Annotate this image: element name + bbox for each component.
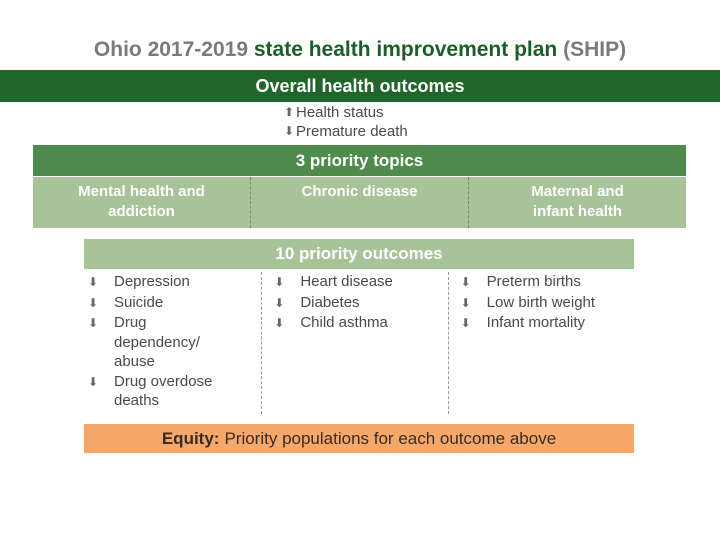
list-item: ⬇ Drug dependency/ abuse	[86, 313, 261, 372]
outcome-label: Preterm births	[486, 273, 581, 290]
outcome-label: Child asthma	[300, 314, 388, 331]
overall-item-premature-death: ⬇ Premature death	[282, 122, 408, 141]
down-arrow-icon: ⬇	[87, 316, 99, 330]
down-arrow-icon: ⬇	[87, 275, 99, 289]
outcome-label: Depression	[114, 273, 190, 290]
priority-topics-row: Mental health and addiction Chronic dise…	[33, 177, 686, 228]
topic-maternal-infant: Maternal and infant health	[469, 177, 686, 228]
list-item: ⬇ Suicide	[86, 293, 261, 314]
list-item: ⬇ Low birth weight	[459, 293, 634, 314]
outcome-label: Drug overdose deaths	[114, 372, 213, 410]
list-item: ⬇ Infant mortality	[459, 313, 634, 334]
topic-chronic-disease: Chronic disease	[250, 177, 469, 228]
topic-label: Mental health and addiction	[78, 183, 205, 220]
outcomes-column-maternal-infant: ⬇ Preterm births ⬇ Low birth weight ⬇ In…	[449, 272, 634, 414]
outcome-label: Infant mortality	[486, 314, 586, 331]
up-arrow-icon: ⬆	[283, 105, 295, 119]
overall-item-label: Premature death	[296, 123, 408, 140]
priority-topics-heading: 3 priority topics	[295, 150, 424, 170]
list-item: ⬇ Drug overdose deaths	[86, 372, 261, 411]
priority-topics-header: 3 priority topics	[33, 145, 686, 176]
outcome-label: Suicide	[114, 293, 164, 311]
list-item: ⬇ Depression	[86, 272, 261, 293]
topic-label: Chronic disease	[301, 183, 418, 200]
outcome-label: Low birth weight	[486, 293, 596, 311]
equity-text: Priority populations for each outcome ab…	[224, 428, 557, 448]
outcomes-column-mental-health: ⬇ Depression ⬇ Suicide ⬇ Drug dependency…	[84, 272, 261, 414]
list-item: ⬇ Heart disease	[272, 272, 447, 293]
down-arrow-icon: ⬇	[87, 374, 99, 389]
outcomes-column-chronic-disease: ⬇ Heart disease ⬇ Diabetes ⬇ Child asthm…	[261, 272, 449, 414]
topic-mental-health: Mental health and addiction	[33, 177, 250, 228]
down-arrow-icon: ⬇	[460, 316, 471, 330]
priority-outcomes-grid: ⬇ Depression ⬇ Suicide ⬇ Drug dependency…	[84, 272, 634, 414]
down-arrow-icon: ⬇	[460, 275, 471, 289]
overall-item-health-status: ⬆ Health status	[282, 103, 408, 122]
overall-outcomes-heading: Overall health outcomes	[255, 75, 465, 96]
down-arrow-icon: ⬇	[87, 295, 99, 310]
down-arrow-icon: ⬇	[274, 316, 285, 330]
down-arrow-icon: ⬇	[274, 275, 285, 289]
outcome-label: Drug dependency/ abuse	[114, 314, 200, 370]
list-item: ⬇ Diabetes	[272, 293, 447, 314]
title-years: Ohio 2017-2019	[93, 38, 248, 61]
outcome-label: Diabetes	[300, 293, 360, 311]
overall-outcomes-list: ⬆ Health status ⬇ Premature death	[282, 103, 408, 141]
page-title: Ohio 2017-2019 state health improvement …	[0, 38, 720, 62]
down-arrow-icon: ⬇	[274, 295, 285, 310]
topic-label: Maternal and infant health	[531, 183, 624, 220]
down-arrow-icon: ⬇	[460, 295, 471, 310]
overall-outcomes-header: Overall health outcomes	[0, 70, 720, 102]
title-plan-name: state health improvement plan	[253, 38, 558, 61]
priority-outcomes-heading: 10 priority outcomes	[275, 244, 443, 263]
overall-item-label: Health status	[296, 104, 384, 121]
down-arrow-icon: ⬇	[283, 124, 295, 138]
list-item: ⬇ Preterm births	[459, 272, 634, 293]
outcome-label: Heart disease	[300, 273, 393, 290]
equity-banner: Equity: Priority populations for each ou…	[84, 424, 634, 453]
priority-outcomes-header: 10 priority outcomes	[84, 239, 634, 269]
title-acronym: (SHIP)	[563, 38, 627, 61]
equity-label: Equity:	[161, 428, 220, 448]
list-item: ⬇ Child asthma	[272, 313, 447, 334]
